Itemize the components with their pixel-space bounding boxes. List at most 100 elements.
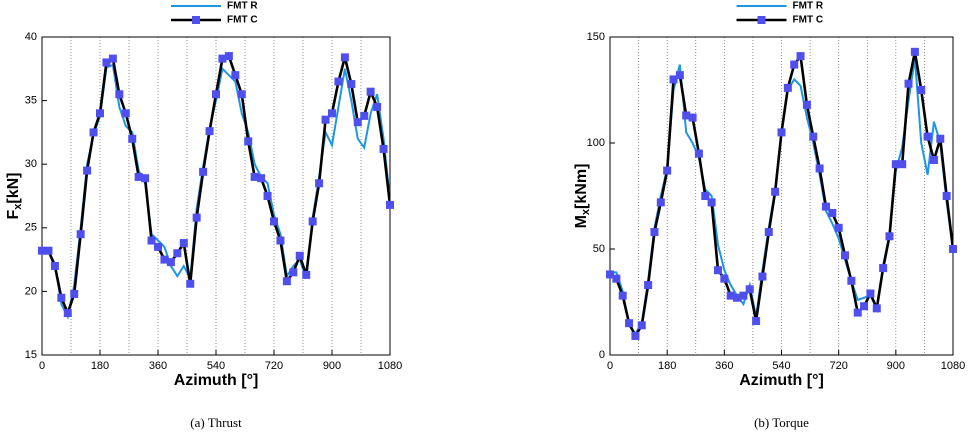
marker bbox=[270, 217, 278, 226]
marker bbox=[160, 255, 169, 264]
marker bbox=[675, 71, 684, 80]
marker bbox=[809, 132, 818, 141]
legend-label: FMT R bbox=[793, 1, 824, 12]
x-tick-label: 360 bbox=[715, 360, 733, 372]
marker bbox=[250, 172, 259, 181]
y-tick-label: 0 bbox=[599, 349, 605, 361]
marker bbox=[860, 302, 869, 311]
marker bbox=[321, 115, 330, 124]
marker bbox=[134, 172, 143, 181]
marker bbox=[244, 137, 253, 146]
marker bbox=[276, 236, 285, 245]
marker bbox=[366, 87, 375, 96]
x-tick-label: 1080 bbox=[378, 360, 402, 372]
x-axis-label: Azimuth [°] bbox=[174, 372, 259, 389]
y-axis-label: Fx[kN] bbox=[5, 172, 24, 219]
marker bbox=[231, 71, 240, 80]
marker bbox=[936, 134, 945, 143]
marker bbox=[777, 128, 786, 137]
marker bbox=[38, 246, 46, 255]
marker bbox=[618, 291, 627, 300]
marker bbox=[745, 285, 754, 294]
marker bbox=[669, 75, 678, 84]
marker bbox=[173, 249, 182, 258]
marker bbox=[663, 166, 672, 175]
marker bbox=[379, 144, 388, 153]
marker bbox=[128, 134, 137, 143]
marker bbox=[192, 213, 201, 222]
legend-label: FMT C bbox=[793, 15, 824, 26]
marker bbox=[790, 60, 799, 69]
y-axis-label: Mx[kNm] bbox=[573, 164, 592, 229]
marker bbox=[828, 208, 837, 217]
marker bbox=[108, 54, 117, 63]
marker bbox=[212, 90, 220, 99]
marker bbox=[96, 109, 104, 118]
marker bbox=[853, 308, 862, 317]
marker bbox=[340, 53, 349, 62]
marker bbox=[898, 160, 907, 169]
marker bbox=[121, 109, 130, 118]
marker bbox=[733, 293, 742, 302]
x-tick-label: 900 bbox=[323, 360, 341, 372]
marker bbox=[166, 258, 175, 267]
marker bbox=[821, 202, 830, 211]
marker bbox=[115, 90, 124, 99]
y-axis-label-main: F bbox=[5, 210, 22, 220]
marker bbox=[205, 127, 214, 136]
marker bbox=[872, 304, 881, 313]
x-axis-label: Azimuth [°] bbox=[739, 372, 824, 389]
marker bbox=[701, 192, 710, 200]
marker bbox=[796, 52, 805, 61]
y-tick-label: 25 bbox=[25, 222, 37, 234]
marker bbox=[282, 277, 291, 286]
marker bbox=[707, 198, 716, 207]
caption: (a) Thrust bbox=[190, 415, 242, 430]
marker bbox=[328, 109, 336, 118]
caption: (b) Torque bbox=[754, 415, 809, 430]
x-tick-label: 540 bbox=[207, 360, 225, 372]
marker bbox=[57, 293, 66, 302]
marker bbox=[764, 228, 773, 237]
chart-panel: 0 180 360 540 720 900 1080 0 50 100 150 Azimuth [°]… bbox=[573, 1, 965, 430]
y-tick-label: 35 bbox=[25, 95, 37, 107]
marker bbox=[386, 200, 394, 209]
y-tick-label: 20 bbox=[25, 285, 37, 297]
marker bbox=[802, 100, 811, 109]
marker bbox=[783, 83, 792, 92]
y-axis-label-main: M bbox=[573, 215, 590, 228]
marker bbox=[44, 246, 53, 255]
marker bbox=[218, 54, 227, 63]
marker bbox=[904, 79, 913, 88]
marker bbox=[726, 291, 735, 300]
x-tick-label: 180 bbox=[658, 360, 676, 372]
marker bbox=[237, 90, 246, 99]
marker bbox=[650, 228, 659, 237]
marker bbox=[631, 331, 640, 340]
marker bbox=[625, 319, 634, 328]
marker bbox=[752, 317, 761, 326]
y-axis-label-unit: [kN] bbox=[5, 172, 22, 203]
marker bbox=[949, 245, 957, 253]
marker bbox=[141, 174, 150, 183]
y-tick-label: 50 bbox=[593, 243, 605, 255]
marker bbox=[713, 266, 722, 275]
marker bbox=[186, 279, 195, 288]
marker bbox=[688, 113, 697, 122]
marker bbox=[360, 111, 369, 120]
marker bbox=[224, 52, 233, 61]
marker bbox=[315, 179, 324, 188]
marker bbox=[910, 47, 919, 56]
marker bbox=[917, 86, 926, 94]
marker bbox=[606, 270, 614, 279]
y-axis-label-unit: [kNm] bbox=[573, 164, 590, 209]
marker bbox=[70, 289, 79, 298]
marker bbox=[295, 251, 304, 260]
marker bbox=[89, 128, 98, 137]
marker bbox=[885, 232, 894, 241]
marker bbox=[347, 80, 356, 89]
x-tick-label: 0 bbox=[39, 360, 45, 372]
x-tick-label: 360 bbox=[149, 360, 167, 372]
marker bbox=[353, 118, 362, 127]
x-tick-label: 0 bbox=[607, 360, 613, 372]
